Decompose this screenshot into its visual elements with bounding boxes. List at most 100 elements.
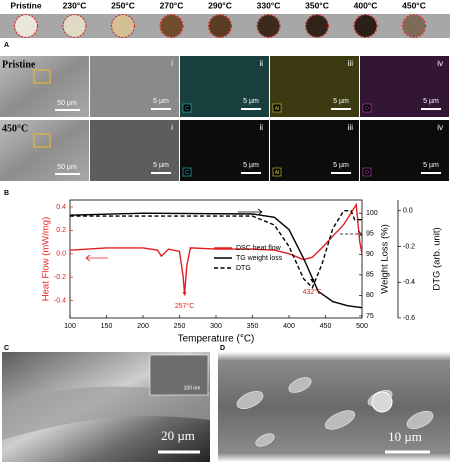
x-tick-label: 500: [356, 323, 368, 330]
scale-label: 5 µm: [423, 162, 439, 169]
sample-disc: [63, 15, 86, 37]
element-label: O: [365, 106, 369, 112]
panel-numeral: iv: [437, 59, 443, 68]
inset-image: [149, 354, 209, 396]
zoom-box: [33, 133, 51, 148]
panel-letter: D: [220, 345, 225, 352]
panel-numeral: iv: [437, 123, 443, 132]
sample-label: 350°C: [305, 0, 329, 10]
sample-disc: [112, 15, 134, 37]
sample-outline: [111, 14, 135, 38]
sample-outline: [353, 14, 378, 38]
y3-tick-label: -0.6: [403, 315, 415, 322]
element-tag: [272, 167, 282, 177]
x-tick-label: 350: [247, 323, 259, 330]
scale-label: 5 µm: [153, 162, 169, 169]
y2-axis-label: Weight Loss (%): [380, 224, 391, 294]
y2-tick-label: 75: [366, 313, 374, 320]
legend-label: TG weight loss: [236, 255, 283, 262]
x-tick-label: 300: [210, 323, 222, 330]
sample-disc: [257, 15, 280, 37]
annotation: 432°C: [303, 288, 323, 296]
particle: [255, 433, 275, 447]
axis-arrow: [85, 254, 108, 262]
scale-label: 5 µm: [243, 98, 259, 105]
eds-map: [360, 120, 449, 181]
scale-label: 100 nm: [184, 385, 201, 391]
element-label: Al: [275, 106, 279, 112]
eds-map: [180, 56, 269, 117]
eds-map: [180, 120, 269, 181]
fiber-layer: [2, 386, 210, 440]
plot-frame: [69, 199, 363, 319]
scale-label: 5 µm: [423, 98, 439, 105]
series-line: [69, 202, 363, 295]
sample-label: 230°C: [63, 0, 87, 10]
panel-letter: C: [4, 345, 9, 352]
element-tag: [362, 167, 372, 177]
axis-arrow: [340, 230, 363, 238]
sample-label: 400°C: [354, 0, 378, 10]
sample-outline: [159, 14, 184, 38]
x-axis-label: Temperature (°C): [178, 334, 255, 345]
sample-label: Pristine: [10, 0, 41, 10]
particle: [288, 377, 312, 393]
sample-label: 450°C: [402, 0, 426, 10]
sem-image: [0, 120, 89, 181]
y-tick-label: 0.0: [56, 251, 66, 258]
sample-outline: [62, 14, 87, 38]
sample-disc: [160, 15, 183, 37]
sample-disc: [306, 15, 328, 37]
sample-outline: [208, 14, 232, 38]
scale-label: 5 µm: [333, 162, 349, 169]
y2-tick-label: 90: [366, 251, 374, 258]
x-tick-label: 450: [320, 323, 332, 330]
zoom-box: [33, 69, 51, 84]
y-tick-label: 0.4: [56, 204, 66, 211]
y-tick-label: -0.4: [54, 297, 66, 304]
panel-numeral: ii: [259, 123, 263, 132]
series-line: [70, 210, 362, 289]
panel-numeral: ii: [259, 59, 263, 68]
element-tag: [182, 167, 192, 177]
scale-label: 20 µm: [161, 428, 195, 443]
particle: [236, 391, 264, 409]
panel-letter: A: [4, 42, 9, 49]
sem-image: [0, 56, 89, 117]
panel-numeral: i: [171, 123, 173, 132]
sample-outline: [256, 14, 281, 38]
x-tick-label: 150: [101, 323, 113, 330]
sample-disc: [403, 15, 425, 37]
scale-label: 50 µm: [57, 164, 77, 171]
sample-outline: [402, 14, 426, 38]
y-axis-label: Heat Flow (mW/mg): [41, 217, 52, 301]
panel-numeral: i: [171, 59, 173, 68]
eds-map: [270, 56, 359, 117]
annotation: 257°C: [175, 302, 195, 310]
sample-outline: [305, 14, 329, 38]
x-tick-label: 200: [137, 323, 149, 330]
element-tag: [182, 103, 192, 113]
sample-label: 330°C: [257, 0, 281, 10]
scale-label: 5 µm: [333, 98, 349, 105]
y3-tick-label: -0.2: [403, 243, 415, 250]
row-label: 450°C: [2, 123, 28, 134]
y-tick-label: -0.2: [54, 274, 66, 281]
panel-letter: B: [4, 190, 9, 197]
scale-label: 5 µm: [243, 162, 259, 169]
sem-image: [90, 120, 179, 181]
axis-arrow: [237, 208, 263, 216]
x-tick-label: 400: [283, 323, 295, 330]
scale-label: 10 µm: [388, 429, 422, 444]
eds-map: [270, 120, 359, 181]
particle: [406, 411, 434, 429]
sample-label: 250°C: [111, 0, 135, 10]
sample-label: 290°C: [208, 0, 232, 10]
scale-label: 5 µm: [153, 98, 169, 105]
y-tick-label: 0.2: [56, 227, 66, 234]
particle: [324, 410, 356, 430]
element-label: C: [185, 170, 189, 176]
panel-numeral: iii: [348, 123, 354, 132]
annotation-arrow: [310, 279, 315, 283]
